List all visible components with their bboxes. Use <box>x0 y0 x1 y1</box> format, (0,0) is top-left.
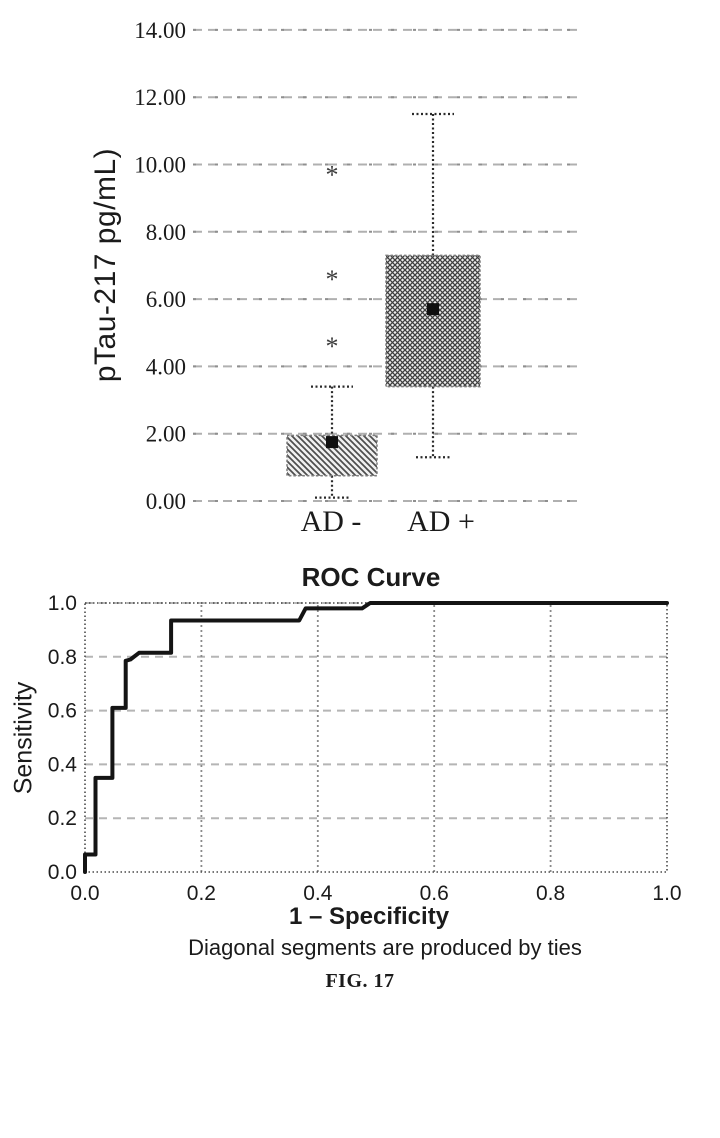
outlier-marker: * <box>326 161 339 190</box>
roc-x-axis-title: 1 – Specificity <box>288 903 450 930</box>
roc-y-tick-label: 0.4 <box>48 753 78 776</box>
outlier-marker: * <box>326 265 339 294</box>
roc-curve <box>83 601 669 874</box>
roc-y-tick-label: 1.0 <box>48 592 77 615</box>
boxplot-y-axis-title: pTau-217 pg/mL) <box>89 147 122 383</box>
roc-plot-border <box>84 602 668 873</box>
figure-label: FIG. 17 <box>325 970 395 992</box>
boxplot-y-tick-label: 2.00 <box>146 422 186 447</box>
boxplot-y-tick-label: 12.00 <box>134 85 186 110</box>
median-marker <box>326 436 338 449</box>
category-label: AD + <box>407 505 475 538</box>
roc-chart: 0.0 0.2 0.4 0.6 0.8 1.0 0.0 0.2 0.4 0.6 0.8 1.0 <box>48 592 682 905</box>
box-ad-plus <box>385 254 481 388</box>
roc-ties-note: Diagonal segments are produced by ties <box>188 935 582 960</box>
boxplot-y-tick-label: 10.00 <box>134 153 186 178</box>
roc-x-tick-label: 0.4 <box>303 882 333 905</box>
roc-y-axis-title: Sensitivity <box>9 681 38 795</box>
category-label: AD - <box>301 505 362 538</box>
roc-x-tick-label: 1.0 <box>652 882 681 905</box>
roc-y-tick-label: 0.6 <box>48 700 77 723</box>
roc-y-tick-label: 0.8 <box>48 646 77 669</box>
boxplot-y-tick-label: 0.00 <box>146 489 186 514</box>
boxplot-y-tick-label: 14.00 <box>134 18 186 43</box>
roc-x-tick-label: 0.8 <box>536 882 565 905</box>
roc-x-tick-label: 0.0 <box>70 882 99 905</box>
roc-y-tick-label: 0.0 <box>48 861 77 884</box>
outlier-marker: * <box>326 332 339 361</box>
roc-title: ROC Curve <box>301 562 441 592</box>
median-marker <box>427 303 439 316</box>
boxplot-y-tick-label: 4.00 <box>146 354 186 379</box>
boxplot-chart: 0.00 2.00 4.00 6.00 8.00 10.00 12.00 14.00 * * * AD… <box>134 18 578 538</box>
roc-x-tick-label: 0.2 <box>187 882 216 905</box>
roc-x-tick-label: 0.6 <box>420 882 449 905</box>
boxplot-y-tick-label: 6.00 <box>146 287 186 312</box>
roc-y-tick-label: 0.2 <box>48 807 77 830</box>
boxplot-y-tick-label: 8.00 <box>146 220 186 245</box>
